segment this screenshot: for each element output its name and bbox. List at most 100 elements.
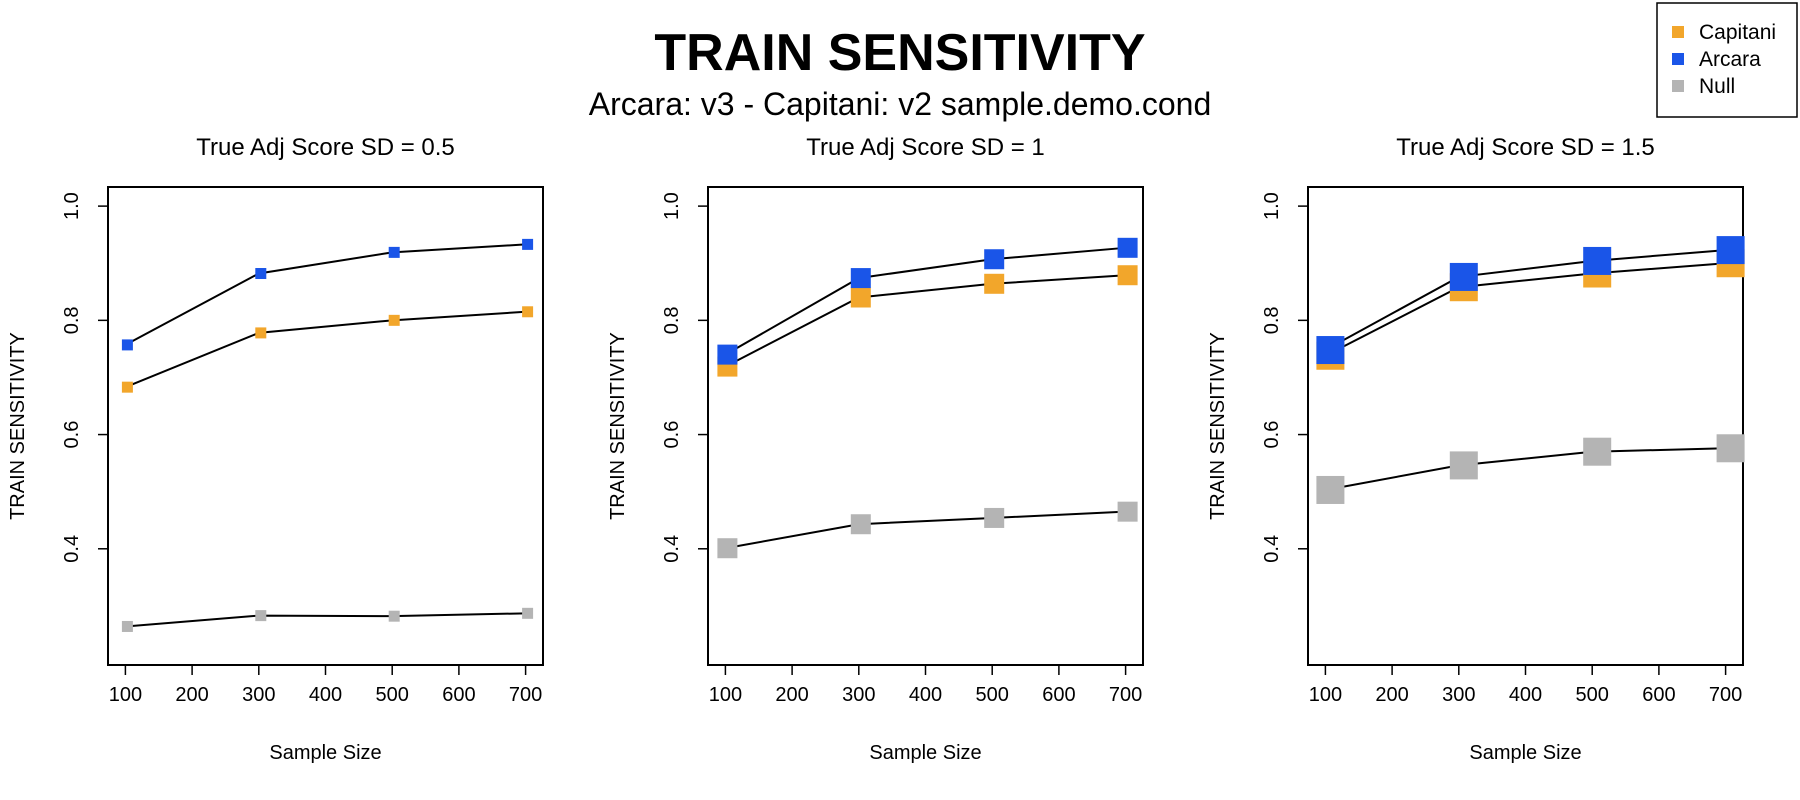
series-line-null bbox=[1325, 447, 1726, 491]
plot-frame bbox=[707, 186, 1144, 666]
series-line-null bbox=[125, 612, 526, 628]
series-line-arcara bbox=[1324, 249, 1726, 351]
point-arcara-100 bbox=[717, 344, 738, 365]
y-axis-label: TRAIN SENSITIVITY bbox=[7, 332, 29, 520]
series-null bbox=[1316, 434, 1745, 504]
x-tick-label: 200 bbox=[1375, 684, 1408, 706]
point-capitani-300 bbox=[255, 327, 267, 339]
point-capitani-100 bbox=[121, 381, 133, 393]
series-arcara bbox=[1316, 236, 1745, 365]
point-arcara-300 bbox=[1449, 262, 1478, 291]
x-tick-label: 100 bbox=[709, 684, 742, 706]
y-tick-label: 1.0 bbox=[61, 192, 83, 220]
panel-title-2: True Adj Score SD = 1 bbox=[806, 134, 1045, 161]
point-arcara-100 bbox=[121, 339, 133, 351]
panel-title-3: True Adj Score SD = 1.5 bbox=[1396, 134, 1655, 161]
point-null-500 bbox=[388, 610, 400, 622]
point-capitani-500 bbox=[388, 314, 400, 326]
x-tick-label: 100 bbox=[1309, 684, 1342, 706]
x-tick-label: 500 bbox=[976, 684, 1009, 706]
series-line-capitani bbox=[724, 274, 1126, 368]
y-tick-label: 0.8 bbox=[1261, 306, 1283, 334]
point-null-100 bbox=[1316, 475, 1345, 504]
series-line-arcara bbox=[724, 246, 1126, 356]
y-axis-label: TRAIN SENSITIVITY bbox=[1207, 332, 1229, 520]
x-tick-label: 400 bbox=[909, 684, 942, 706]
y-tick-label: 0.4 bbox=[61, 535, 83, 563]
point-arcara-300 bbox=[850, 268, 871, 289]
point-null-700 bbox=[522, 607, 534, 619]
x-tick-label: 500 bbox=[1576, 684, 1609, 706]
x-tick-label: 300 bbox=[1442, 684, 1475, 706]
legend-swatch-null bbox=[1672, 80, 1684, 92]
y-tick-label: 0.8 bbox=[661, 306, 683, 334]
y-tick-label: 0.4 bbox=[1261, 535, 1283, 563]
series-arcara bbox=[121, 238, 534, 351]
x-tick-label: 400 bbox=[309, 684, 342, 706]
point-null-100 bbox=[717, 538, 738, 559]
plot-frame bbox=[1307, 186, 1744, 666]
y-tick-label: 0.8 bbox=[61, 306, 83, 334]
legend-swatch-arcara bbox=[1672, 53, 1684, 65]
x-tick-label: 600 bbox=[442, 684, 475, 706]
series-null bbox=[717, 501, 1138, 559]
legend-label-null: Null bbox=[1699, 75, 1735, 98]
point-arcara-500 bbox=[984, 249, 1005, 270]
x-tick-label: 300 bbox=[242, 684, 275, 706]
x-axis-label: Sample Size bbox=[1469, 742, 1581, 764]
x-axis-label: Sample Size bbox=[269, 742, 381, 764]
x-tick-label: 700 bbox=[509, 684, 542, 706]
subtitle: Arcara: v3 - Capitani: v2 sample.demo.co… bbox=[589, 86, 1212, 122]
y-tick-label: 1.0 bbox=[1261, 192, 1283, 220]
panel-title-1: True Adj Score SD = 0.5 bbox=[196, 134, 455, 161]
point-null-700 bbox=[1716, 434, 1745, 463]
x-tick-label: 700 bbox=[1709, 684, 1742, 706]
y-tick-label: 0.6 bbox=[61, 421, 83, 449]
point-arcara-700 bbox=[522, 238, 534, 250]
legend-label-arcara: Arcara bbox=[1699, 48, 1761, 71]
y-tick-label: 0.6 bbox=[1261, 421, 1283, 449]
point-capitani-700 bbox=[522, 306, 534, 318]
series-arcara bbox=[717, 237, 1138, 365]
x-tick-label: 100 bbox=[109, 684, 142, 706]
legend: Capitani Arcara Null bbox=[1656, 2, 1798, 118]
point-capitani-700 bbox=[1117, 265, 1138, 286]
panel-2: True Adj Score SD = 1 100 200 300 400 500 600 7… bbox=[607, 134, 1144, 764]
point-arcara-500 bbox=[388, 246, 400, 258]
panels: True Adj Score SD = 0.5 100 200 300 400 500 60… bbox=[7, 134, 1745, 764]
point-capitani-500 bbox=[984, 273, 1005, 294]
point-null-500 bbox=[984, 507, 1005, 528]
x-tick-label: 200 bbox=[175, 684, 208, 706]
y-tick-label: 0.6 bbox=[661, 421, 683, 449]
point-arcara-500 bbox=[1583, 246, 1612, 275]
y-tick-label: 1.0 bbox=[661, 192, 683, 220]
series-capitani bbox=[121, 306, 534, 393]
x-tick-label: 200 bbox=[775, 684, 808, 706]
series-capitani bbox=[717, 265, 1138, 377]
series-line-null bbox=[725, 510, 1126, 550]
x-tick-label: 300 bbox=[842, 684, 875, 706]
point-null-300 bbox=[1449, 451, 1478, 480]
point-arcara-100 bbox=[1316, 336, 1345, 365]
x-tick-label: 600 bbox=[1642, 684, 1675, 706]
series-line-capitani bbox=[125, 310, 526, 389]
panel-1: True Adj Score SD = 0.5 100 200 300 400 500 60… bbox=[7, 134, 544, 764]
legend-label-capitani: Capitani bbox=[1699, 21, 1776, 44]
x-tick-label: 700 bbox=[1109, 684, 1142, 706]
series-line-capitani bbox=[1324, 262, 1726, 357]
x-tick-label: 500 bbox=[376, 684, 409, 706]
y-axis-label: TRAIN SENSITIVITY bbox=[607, 332, 629, 520]
panel-3: True Adj Score SD = 1.5 100 200 300 400 500 60… bbox=[1207, 134, 1745, 764]
x-tick-label: 400 bbox=[1509, 684, 1542, 706]
series-null bbox=[121, 607, 534, 632]
point-capitani-300 bbox=[850, 287, 871, 308]
point-null-700 bbox=[1117, 501, 1138, 522]
point-arcara-700 bbox=[1117, 237, 1138, 258]
point-arcara-300 bbox=[255, 268, 267, 280]
point-arcara-700 bbox=[1716, 236, 1745, 265]
plot-frame bbox=[107, 186, 544, 666]
y-tick-label: 0.4 bbox=[661, 535, 683, 563]
main-title: TRAIN SENSITIVITY bbox=[654, 24, 1145, 82]
point-null-300 bbox=[255, 610, 267, 622]
